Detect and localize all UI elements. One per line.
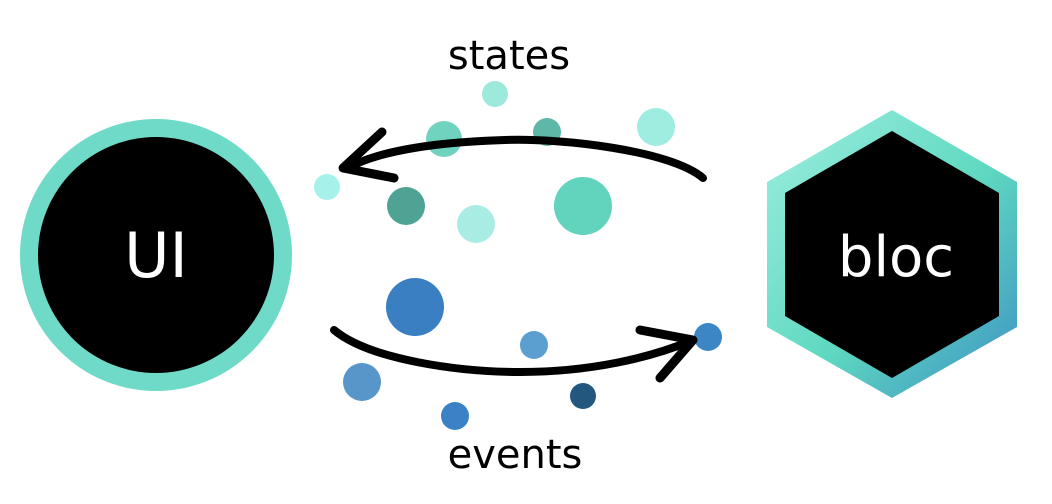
ui-node: UI: [20, 119, 292, 391]
event-dot: [386, 278, 444, 336]
state-dot: [637, 108, 675, 146]
state-dot: [482, 81, 508, 107]
ui-node-core: [38, 137, 274, 373]
states-arrow-curve: [344, 135, 707, 182]
state-dot: [387, 187, 425, 225]
states-arrow-head: [338, 127, 399, 183]
event-dot: [441, 402, 469, 430]
event-dot: [520, 331, 548, 359]
bloc-node-label: bloc: [838, 225, 954, 290]
events-label: events: [448, 432, 583, 478]
state-dot: [314, 174, 340, 200]
event-dot: [694, 323, 722, 351]
event-dot: [570, 383, 596, 409]
bloc-node-core: [785, 131, 999, 378]
states-label: states: [448, 33, 570, 79]
bloc-node: bloc: [767, 110, 1017, 398]
states-arrow: [338, 127, 707, 183]
event-dot: [343, 363, 381, 401]
state-dot: [457, 205, 495, 243]
events-arrow-head: [635, 325, 698, 383]
ui-node-label: UI: [124, 219, 188, 292]
event-dots: [343, 278, 722, 430]
state-dot: [554, 177, 612, 235]
events-arrow: [330, 325, 698, 383]
events-arrow-curve: [330, 326, 697, 376]
